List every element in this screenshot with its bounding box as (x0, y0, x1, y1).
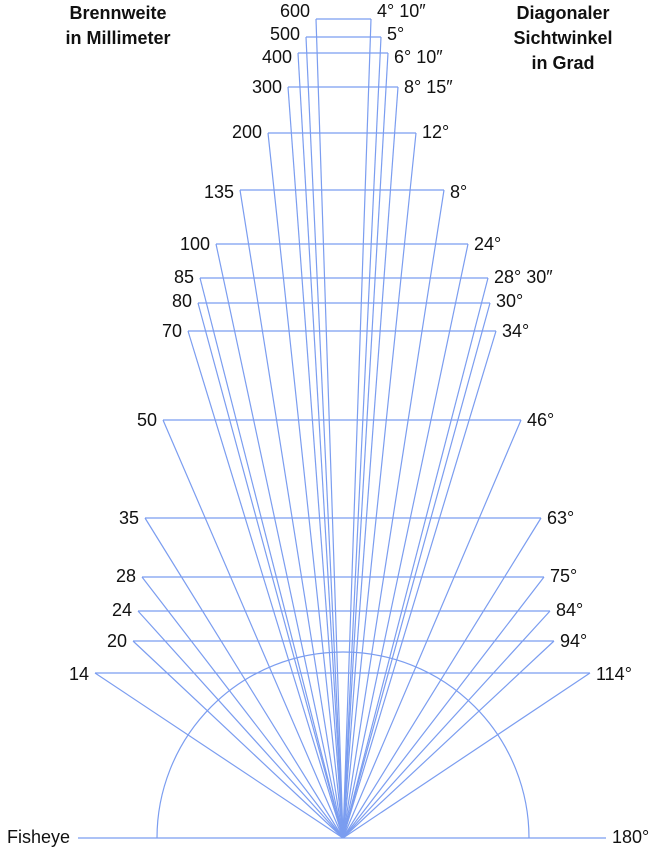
ray (342, 640, 555, 839)
focal-label: 100 (180, 234, 210, 254)
ray (239, 189, 344, 839)
header-right-line: Diagonaler (516, 3, 609, 23)
angle-label: 5° (387, 24, 404, 44)
focal-label: 20 (107, 631, 127, 651)
ray (342, 86, 399, 839)
semicircle (156, 651, 530, 839)
ray (342, 189, 445, 839)
ray (315, 18, 344, 839)
ray (94, 672, 344, 839)
angle-label: 94° (560, 631, 587, 651)
header-right-line: in Grad (531, 53, 594, 73)
ray (144, 517, 344, 839)
angle-label: 8° (450, 182, 467, 202)
ray (342, 132, 417, 839)
ray (342, 52, 389, 839)
focal-label: 135 (204, 182, 234, 202)
header-right-line: Sichtwinkel (513, 28, 612, 48)
ray (342, 330, 497, 839)
ray (297, 52, 344, 839)
focal-label: 400 (262, 47, 292, 67)
ray (215, 243, 344, 839)
focal-label: 80 (172, 291, 192, 311)
ray (342, 277, 489, 839)
fisheye-angle: 180° (612, 827, 649, 847)
ray (287, 86, 344, 839)
focal-label: 70 (162, 321, 182, 341)
angle-label: 4° 10″ (377, 1, 426, 21)
ray (162, 419, 344, 839)
ray (342, 36, 382, 839)
angle-label: 12° (422, 122, 449, 142)
ray (305, 36, 344, 839)
focal-label: 24 (112, 600, 132, 620)
angle-label: 30° (496, 291, 523, 311)
ray (199, 277, 344, 839)
ray (132, 640, 344, 839)
focal-label: 500 (270, 24, 300, 44)
ray (141, 576, 344, 839)
ray (342, 672, 591, 839)
angle-label: 84° (556, 600, 583, 620)
angle-label: 24° (474, 234, 501, 254)
ray (197, 302, 344, 839)
header-left-line: Brennweite (69, 3, 166, 23)
ray (342, 610, 551, 839)
ray (342, 576, 545, 839)
focal-label: 28 (116, 566, 136, 586)
focal-label: 600 (280, 1, 310, 21)
focal-label: 300 (252, 77, 282, 97)
ray (342, 18, 372, 839)
angle-label: 6° 10″ (394, 47, 443, 67)
focal-label: 35 (119, 508, 139, 528)
ray (187, 330, 344, 839)
ray (342, 302, 491, 839)
ray (342, 419, 522, 839)
ray (342, 517, 542, 839)
angle-label: 63° (547, 508, 574, 528)
focal-label: 85 (174, 267, 194, 287)
angle-label: 114° (596, 664, 632, 684)
angle-label: 28° 30″ (494, 267, 553, 287)
header-left-line: in Millimeter (65, 28, 170, 48)
focal-label: 200 (232, 122, 262, 142)
focal-label: 50 (137, 410, 157, 430)
angle-label: 34° (502, 321, 529, 341)
angle-label: 46° (527, 410, 554, 430)
angle-label: 75° (550, 566, 577, 586)
focal-label: 14 (69, 664, 89, 684)
angle-label: 8° 15″ (404, 77, 453, 97)
fisheye-label: Fisheye (7, 827, 70, 847)
ray (267, 132, 344, 839)
ray (137, 610, 344, 839)
ray (342, 243, 469, 839)
